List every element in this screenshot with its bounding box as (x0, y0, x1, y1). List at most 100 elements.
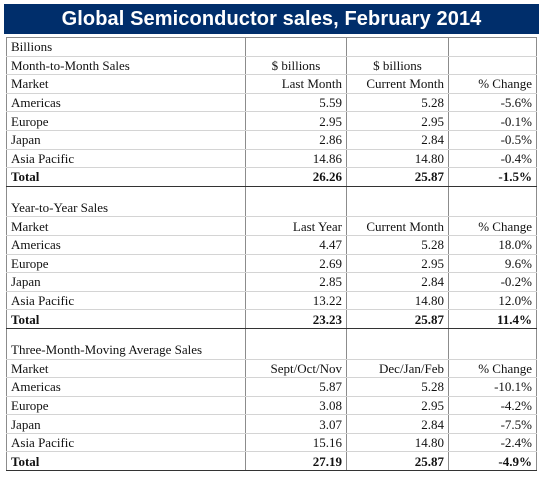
section-title-row: Month-to-Month Sales $ billions $ billio… (6, 55, 537, 76)
billions-label: Billions (6, 37, 246, 57)
total-value: 25.87 (346, 167, 449, 187)
table-row: Asia Pacific 13.22 14.80 12.0% (6, 290, 537, 311)
total-value: 23.23 (245, 309, 347, 329)
market-cell: Europe (6, 395, 246, 416)
header-row: Market Last Month Current Month % Change (6, 74, 537, 94)
value-cell: 14.80 (346, 148, 449, 169)
section-title-row: Three-Month-Moving Average Sales (6, 340, 537, 360)
value-cell: 5.28 (346, 377, 449, 397)
change-cell: -0.1% (448, 111, 537, 131)
value-cell: 2.86 (245, 129, 347, 150)
section-spacer (6, 185, 537, 199)
value-cell: 2.69 (245, 253, 347, 274)
value-cell: 5.59 (245, 92, 347, 113)
section-title: Three-Month-Moving Average Sales (6, 340, 246, 360)
table-row: Asia Pacific 14.86 14.80 -0.4% (6, 148, 537, 169)
value-cell: 14.80 (346, 290, 449, 311)
column-header: % Change (448, 74, 537, 94)
total-row: Total 26.26 25.87 -1.5% (6, 167, 537, 187)
change-cell: 18.0% (448, 234, 537, 255)
market-cell: Asia Pacific (6, 148, 246, 169)
value-cell: 14.86 (245, 148, 347, 169)
value-cell: 2.95 (346, 111, 449, 131)
unit-label: $ billions (346, 55, 449, 76)
column-header: Market (6, 358, 246, 379)
table-row: Europe 2.69 2.95 9.6% (6, 253, 537, 274)
change-cell: -0.2% (448, 272, 537, 292)
header-row: Market Last Year Current Month % Change (6, 216, 537, 236)
market-cell: Asia Pacific (6, 432, 246, 453)
report-title: Global Semiconductor sales, February 201… (4, 4, 539, 34)
section-spacer (6, 327, 537, 341)
value-cell: 2.85 (245, 272, 347, 292)
table-row: Europe 2.95 2.95 -0.1% (6, 111, 537, 131)
value-cell: 2.84 (346, 129, 449, 150)
market-cell: Europe (6, 111, 246, 131)
value-cell: 2.84 (346, 414, 449, 434)
total-value: 25.87 (346, 451, 449, 472)
column-header: Market (6, 74, 246, 94)
value-cell: 15.16 (245, 432, 347, 453)
total-row: Total 27.19 25.87 -4.9% (6, 451, 537, 472)
header-row: Market Sept/Oct/Nov Dec/Jan/Feb % Change (6, 358, 537, 379)
unit-label: $ billions (245, 55, 347, 76)
total-value: 25.87 (346, 309, 449, 329)
value-cell: 2.95 (245, 111, 347, 131)
value-cell: 3.07 (245, 414, 347, 434)
value-cell: 5.28 (346, 234, 449, 255)
value-cell: 3.08 (245, 395, 347, 416)
table-row: Europe 3.08 2.95 -4.2% (6, 395, 537, 416)
table-row: Japan 2.86 2.84 -0.5% (6, 129, 537, 150)
change-cell: -2.4% (448, 432, 537, 453)
value-cell: 5.28 (346, 92, 449, 113)
column-header: % Change (448, 216, 537, 236)
change-cell: 12.0% (448, 290, 537, 311)
table-row: Americas 5.59 5.28 -5.6% (6, 92, 537, 113)
value-cell: 4.47 (245, 234, 347, 255)
change-cell: -7.5% (448, 414, 537, 434)
change-cell: -0.4% (448, 148, 537, 169)
column-header: Current Month (346, 216, 449, 236)
market-cell: Americas (6, 92, 246, 113)
total-value: 27.19 (245, 451, 347, 472)
change-cell: -10.1% (448, 377, 537, 397)
market-cell: Japan (6, 272, 246, 292)
change-cell: 9.6% (448, 253, 537, 274)
market-cell: Asia Pacific (6, 290, 246, 311)
table-row: Americas 5.87 5.28 -10.1% (6, 377, 537, 397)
column-header: Last Month (245, 74, 347, 94)
market-cell: Europe (6, 253, 246, 274)
change-cell: -0.5% (448, 129, 537, 150)
column-header: Sept/Oct/Nov (245, 358, 347, 379)
billions-row: Billions (6, 37, 537, 57)
table-row: Japan 3.07 2.84 -7.5% (6, 414, 537, 434)
market-cell: Americas (6, 234, 246, 255)
total-label: Total (6, 451, 246, 472)
value-cell: 2.95 (346, 395, 449, 416)
change-cell: -5.6% (448, 92, 537, 113)
market-cell: Americas (6, 377, 246, 397)
sales-table: Billions Month-to-Month Sales $ billions… (6, 37, 537, 472)
value-cell: 5.87 (245, 377, 347, 397)
value-cell: 2.95 (346, 253, 449, 274)
column-header: Dec/Jan/Feb (346, 358, 449, 379)
market-cell: Japan (6, 414, 246, 434)
section-title: Year-to-Year Sales (6, 198, 246, 218)
total-change: 11.4% (448, 309, 537, 329)
value-cell: 13.22 (245, 290, 347, 311)
column-header: % Change (448, 358, 537, 379)
total-label: Total (6, 309, 246, 329)
section-title: Month-to-Month Sales (6, 55, 246, 76)
table-row: Asia Pacific 15.16 14.80 -2.4% (6, 432, 537, 453)
change-cell: -4.2% (448, 395, 537, 416)
value-cell: 2.84 (346, 272, 449, 292)
table-row: Japan 2.85 2.84 -0.2% (6, 272, 537, 292)
value-cell: 14.80 (346, 432, 449, 453)
section-title-row: Year-to-Year Sales (6, 198, 537, 218)
total-value: 26.26 (245, 167, 347, 187)
market-cell: Japan (6, 129, 246, 150)
total-label: Total (6, 167, 246, 187)
total-row: Total 23.23 25.87 11.4% (6, 309, 537, 329)
column-header: Last Year (245, 216, 347, 236)
